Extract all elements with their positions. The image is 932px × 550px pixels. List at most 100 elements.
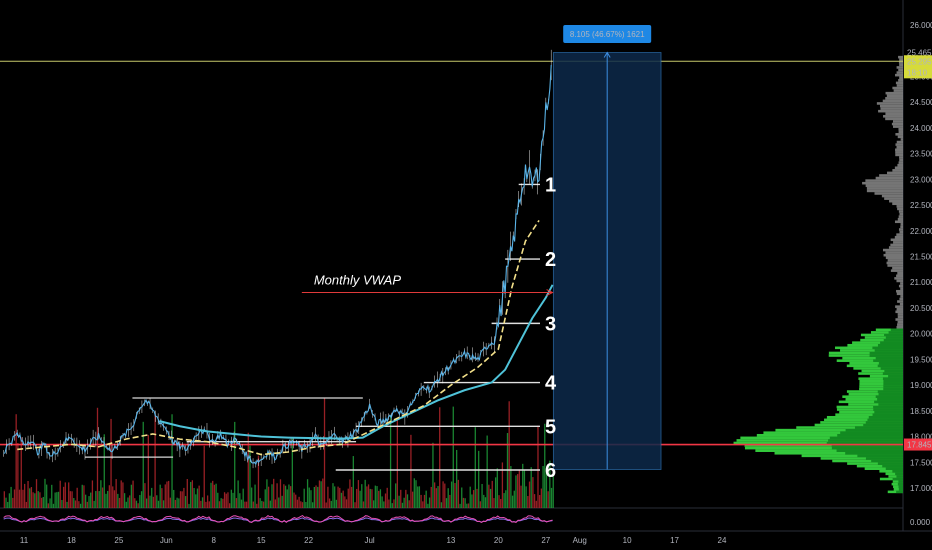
volume-bar [234, 421, 236, 508]
profile-bar [846, 390, 903, 393]
volume-bar [164, 484, 166, 508]
volume-bar [186, 479, 188, 508]
profile-bar [828, 354, 903, 357]
volume-bar [39, 492, 41, 508]
volume-bar [184, 496, 187, 508]
volume-bar [113, 490, 116, 508]
measure-tool[interactable]: 8.105 (46.67%) 1621 [552, 25, 662, 470]
y-tick-label: 19.500 [910, 355, 932, 364]
support-levels[interactable]: 1 2 3 4 5 6 [84, 174, 557, 482]
volume-bar [166, 481, 168, 508]
volume-bar [123, 493, 126, 508]
profile-bar-inner [877, 390, 903, 393]
volume-bar [10, 486, 12, 508]
profile-bar [900, 282, 903, 285]
profile-bar-inner [882, 372, 903, 375]
volume-bar [257, 455, 260, 508]
profile-bar [895, 73, 903, 77]
volume-bar [57, 491, 60, 508]
profile-bar-inner [865, 457, 903, 460]
profile-bar [898, 55, 903, 59]
volume-bar [15, 414, 17, 508]
profile-bar [891, 482, 903, 486]
volume-bar [74, 500, 77, 508]
profile-bar-inner [896, 475, 903, 478]
level-label-1: 1 [545, 174, 556, 196]
price-axis[interactable]: 26.00025.50025.00024.50024.00023.50023.0… [904, 21, 932, 493]
volume-bar [444, 483, 446, 508]
volume-bar [550, 487, 553, 508]
volume-bar [325, 502, 327, 508]
volume-bar [533, 494, 536, 508]
volume-bar [552, 472, 554, 508]
profile-bar-inner [872, 346, 903, 350]
volume-bar [356, 488, 358, 508]
profile-bar [895, 153, 903, 157]
profile-bar [835, 346, 903, 350]
volume-bar [284, 485, 287, 508]
volume-bar [459, 503, 461, 508]
profile-bar [836, 408, 903, 411]
profile-bar-inner [877, 397, 903, 401]
annotation-text: Monthly VWAP [314, 273, 402, 288]
volume-bar [517, 474, 519, 508]
x-tick-label: 11 [20, 536, 29, 545]
profile-bar-inner [896, 490, 903, 494]
profile-bar [897, 207, 903, 211]
time-axis[interactable]: 11 18 25 Jun 8 15 22 Jul 13 20 27 Aug 10 17 24 [20, 536, 727, 545]
profile-bar [899, 76, 903, 80]
profile-bar [897, 163, 903, 167]
profile-bar [899, 297, 903, 301]
volume-bar [156, 495, 158, 508]
profile-bar-inner [878, 361, 903, 365]
profile-bar [895, 318, 903, 321]
profile-bar-inner [829, 436, 903, 440]
volume-bar [520, 485, 522, 508]
profile-bar [898, 215, 903, 218]
profile-bar-inner [883, 385, 903, 388]
profile-bar-inner [826, 441, 903, 445]
volume-bar [510, 466, 512, 508]
profile-bar [864, 467, 903, 470]
volume-bar [378, 490, 380, 508]
profile-bar [883, 253, 903, 257]
profile-bar [881, 194, 903, 198]
volume-bar [449, 494, 451, 508]
price-label-bg [904, 438, 932, 451]
profile-bar [889, 199, 903, 203]
profile-bar [897, 313, 903, 316]
volume-bar [232, 492, 234, 508]
volume-bar [271, 484, 273, 508]
profile-bar [892, 266, 903, 270]
volume-bar [452, 406, 454, 508]
profile-bar [865, 184, 903, 188]
volume-bar [289, 486, 292, 508]
volume-bar [276, 483, 278, 508]
profile-bar-inner [874, 349, 903, 352]
volume-bar [32, 492, 34, 508]
profile-bar [885, 91, 903, 95]
volume-bar [206, 495, 209, 508]
profile-bar-inner [828, 439, 903, 442]
volume-bar [247, 432, 249, 508]
profile-bar [838, 400, 903, 404]
volume-bar [218, 501, 221, 508]
volume-bar [222, 498, 224, 508]
profile-bar [861, 369, 903, 373]
profile-bar [875, 328, 903, 332]
volume-bar [330, 500, 332, 508]
profile-bar-inner [871, 459, 903, 463]
horizontal-price-lines[interactable] [0, 60, 903, 446]
level-label-3: 3 [545, 313, 556, 335]
volume-bar [286, 489, 288, 508]
profile-bar-inner [869, 354, 903, 357]
volume-bar [51, 484, 53, 508]
volume-bar [54, 492, 56, 508]
profile-bar [895, 148, 903, 152]
volume-bars [3, 398, 554, 508]
volume-bar [411, 491, 414, 508]
profile-bar [890, 238, 903, 242]
profile-bar-inner [890, 328, 903, 332]
